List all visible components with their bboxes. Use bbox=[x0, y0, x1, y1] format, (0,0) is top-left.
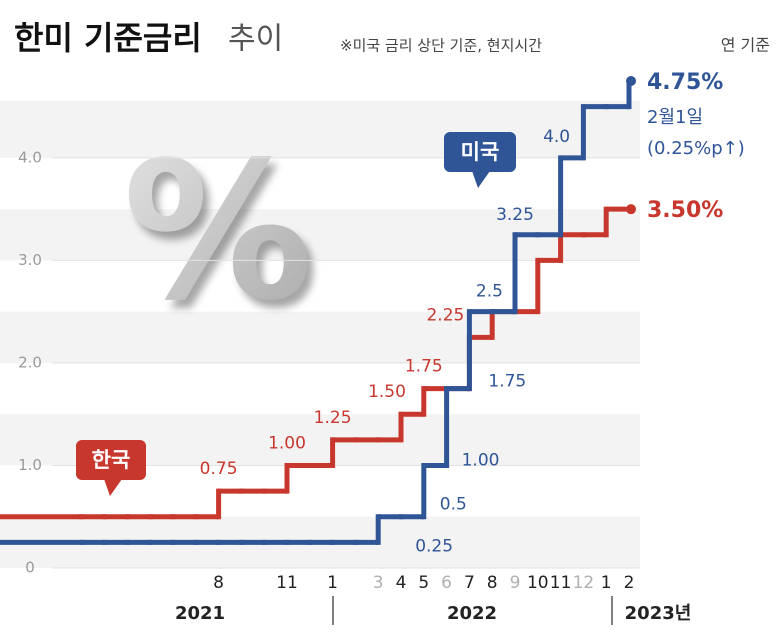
annotation: 2월1일 bbox=[647, 107, 703, 128]
x-tick-label: 8 bbox=[487, 573, 498, 593]
y-tick-label: 2.0 bbox=[18, 353, 42, 371]
legend-bubble bbox=[76, 440, 146, 480]
x-tick-label: 5 bbox=[418, 573, 429, 593]
data-label: 0.75 bbox=[200, 459, 238, 479]
legend-bubble bbox=[444, 132, 516, 172]
data-label: 1.75 bbox=[405, 357, 443, 377]
x-tick-label: 1 bbox=[327, 573, 338, 593]
end-dot bbox=[626, 76, 636, 86]
legend-label: 한국 bbox=[92, 448, 131, 472]
unit-note: 연 기준 bbox=[721, 36, 770, 55]
y-tick-label: 1.0 bbox=[18, 456, 42, 474]
data-label: 2.25 bbox=[426, 305, 464, 325]
chart-title: 한미 기준금리 bbox=[14, 19, 202, 57]
x-tick-label: 12 bbox=[573, 573, 595, 593]
chart-title-suffix: 추이 bbox=[228, 22, 283, 57]
data-label: 4.0 bbox=[543, 127, 570, 147]
legend-bubble-tail bbox=[472, 171, 490, 188]
data-label: 1.50 bbox=[368, 382, 406, 402]
y-tick-label: 3.0 bbox=[18, 251, 42, 269]
y-tick-label: 0 bbox=[25, 559, 35, 577]
data-label: 2.5 bbox=[476, 282, 503, 302]
watermark: % bbox=[123, 121, 313, 342]
x-tick-label: 7 bbox=[464, 573, 475, 593]
data-label: 0.5 bbox=[440, 495, 467, 515]
data-label: 3.25 bbox=[496, 205, 534, 225]
data-label: 3.50% bbox=[647, 198, 723, 223]
x-tick-label: 3 bbox=[373, 573, 384, 593]
plot-background bbox=[0, 101, 640, 568]
legend-bubble-tail bbox=[104, 479, 122, 496]
data-label: 1.25 bbox=[314, 408, 352, 428]
data-label: 0.25 bbox=[415, 536, 453, 556]
stripe bbox=[0, 260, 640, 312]
x-group-label: 2021 bbox=[175, 603, 225, 624]
x-tick-label: 11 bbox=[276, 573, 298, 593]
x-tick-label: 2 bbox=[624, 573, 635, 593]
x-tick-label: 1 bbox=[601, 573, 612, 593]
x-tick-label: 11 bbox=[550, 573, 572, 593]
x-tick-label: 4 bbox=[396, 573, 407, 593]
end-dot bbox=[626, 204, 636, 215]
subtitle: ※미국 금리 상단 기준, 현지시간 bbox=[340, 37, 542, 55]
data-label: 4.75% bbox=[647, 70, 723, 95]
x-tick-label: 10 bbox=[527, 573, 549, 593]
x-tick-label: 9 bbox=[510, 573, 521, 593]
data-label: 1.00 bbox=[462, 450, 500, 470]
x-group-label: 2023년 bbox=[625, 603, 692, 624]
data-label: 1.00 bbox=[268, 433, 306, 453]
stripe bbox=[0, 362, 640, 415]
x-group-label: 2022 bbox=[447, 603, 497, 624]
annotation: (0.25%p↑) bbox=[647, 138, 745, 159]
y-tick-label: 4.0 bbox=[18, 148, 42, 166]
x-tick-label: 6 bbox=[441, 573, 452, 593]
x-tick-label: 8 bbox=[213, 573, 224, 593]
stripe bbox=[0, 157, 640, 210]
data-label: 1.75 bbox=[488, 372, 526, 392]
legend-label: 미국 bbox=[461, 140, 500, 164]
